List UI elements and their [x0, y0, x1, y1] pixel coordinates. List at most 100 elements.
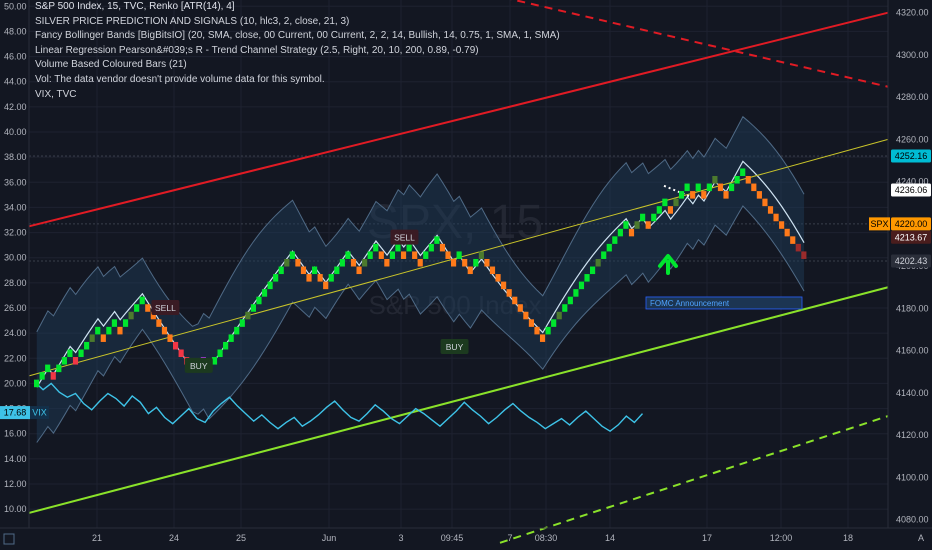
- signal-sell-label: SELL: [151, 300, 180, 315]
- x-tick-label: 09:45: [441, 533, 464, 543]
- legend-line[interactable]: Volume Based Coloured Bars (21): [35, 59, 187, 71]
- left-tick-label: 20.00: [4, 378, 27, 388]
- legend-line[interactable]: Linear Regression Pearson&#039;s R - Tre…: [35, 44, 479, 56]
- renko-brick: [501, 281, 507, 290]
- signal-text: BUY: [190, 361, 208, 371]
- renko-brick: [406, 243, 412, 252]
- left-tick-label: 50.00: [4, 1, 27, 11]
- renko-brick: [684, 183, 690, 192]
- renko-brick: [534, 326, 540, 335]
- right-tick-label: 4120.00: [896, 430, 929, 440]
- legend-line[interactable]: SILVER PRICE PREDICTION AND SIGNALS (10,…: [35, 15, 350, 27]
- symbol-tag-bg: [869, 217, 890, 231]
- x-tick-label: 08:30: [535, 533, 558, 543]
- renko-brick: [45, 364, 51, 373]
- vix-line: [34, 381, 644, 433]
- renko-brick: [156, 319, 162, 327]
- renko-brick: [289, 251, 295, 259]
- symbol-tag: 17.68: [0, 406, 30, 420]
- renko-brick: [651, 213, 657, 222]
- price-tag-text: 4236.06: [895, 185, 928, 195]
- renko-brick: [250, 304, 256, 312]
- renko-brick: [95, 326, 101, 335]
- signal-buy-label: BUY: [440, 338, 469, 354]
- renko-brick: [562, 304, 568, 312]
- price-tag-bg: [891, 254, 931, 268]
- right-tick-label: 4160.00: [896, 346, 929, 356]
- signal-box: [151, 300, 180, 315]
- left-tick-label: 24.00: [4, 328, 27, 338]
- renko-brick: [445, 251, 451, 259]
- renko-brick: [439, 243, 446, 252]
- legend-line[interactable]: Vol: The data vendor doesn't provide vol…: [35, 73, 325, 85]
- signal-box: [184, 357, 213, 373]
- signal-text: BUY: [446, 342, 464, 352]
- symbol-tag-text: VIX: [32, 408, 47, 418]
- renko-brick: [167, 334, 173, 342]
- renko-brick: [601, 251, 607, 259]
- bollinger-bands: [36, 115, 805, 443]
- renko-brick: [134, 304, 140, 312]
- renko-brick: [122, 319, 129, 327]
- price-tag-bg: [891, 149, 931, 163]
- renko-brick: [712, 176, 718, 184]
- renko-brick: [84, 341, 90, 350]
- x-tick-label: 24: [169, 533, 179, 543]
- renko-brick: [745, 176, 751, 184]
- renko-brick: [790, 236, 796, 244]
- renko-brick: [384, 258, 390, 267]
- renko-brick: [256, 296, 262, 305]
- renko-brick: [339, 258, 345, 267]
- renko-brick: [729, 183, 735, 192]
- renko-brick: [645, 221, 651, 229]
- renko-brick: [61, 357, 67, 365]
- left-tick-label: 46.00: [4, 52, 27, 62]
- price-tag-text: 4220.00: [895, 219, 928, 229]
- renko-brick: [306, 274, 312, 282]
- renko-brick: [89, 334, 95, 342]
- renko-brick: [223, 341, 229, 350]
- renko-brick: [234, 326, 240, 335]
- legend-line[interactable]: Fancy Bollinger Bands [BigBitsIO] (20, S…: [35, 30, 560, 42]
- left-tick-label: 32.00: [4, 228, 27, 238]
- right-tick-label: 4300.00: [896, 50, 929, 60]
- renko-brick: [278, 266, 284, 275]
- renko-brick: [595, 258, 601, 267]
- legend-title[interactable]: S&P 500 Index, 15, TVC, Renko [ATR(14), …: [35, 1, 235, 12]
- left-tick-label: 12.00: [4, 479, 27, 489]
- renko-brick: [417, 258, 423, 267]
- renko-brick: [623, 221, 629, 229]
- signal-labels: SELL BUY SELL BUY: [151, 229, 469, 373]
- price-tag: 4220.00: [891, 217, 931, 231]
- price-tag-bg: [891, 230, 931, 244]
- right-tick-label: 4320.00: [896, 8, 929, 18]
- symbol-tag-text: SPX: [870, 219, 888, 229]
- left-tick-label: 36.00: [4, 177, 27, 187]
- renko-brick: [467, 266, 473, 275]
- band-lower: [36, 205, 805, 443]
- left-tick-label: 42.00: [4, 102, 27, 112]
- renko-brick: [239, 319, 245, 327]
- renko-brick: [111, 319, 117, 327]
- fomc-annotation: FOMC Announcement: [645, 254, 803, 310]
- renko-brick: [312, 266, 318, 275]
- legend-line[interactable]: VIX, TVC: [35, 88, 77, 100]
- renko-brick: [495, 274, 501, 282]
- renko-brick: [261, 289, 268, 297]
- symbol-tag: VIX: [30, 406, 49, 420]
- renko-brick: [773, 213, 779, 222]
- renko-brick: [473, 258, 479, 267]
- renko-brick: [573, 289, 579, 297]
- price-tag: 4252.16: [891, 149, 931, 163]
- renko-brick: [545, 326, 551, 335]
- symbol-tag-text: 17.68: [4, 408, 27, 418]
- right-tick-label: 4260.00: [896, 134, 929, 144]
- auto-scale-icon: A: [918, 533, 924, 543]
- renko-brick: [317, 274, 323, 282]
- left-tick-label: 34.00: [4, 202, 27, 212]
- renko-brick: [451, 258, 457, 267]
- price-tags: 4252.16 4236.06 4220.00 4213.67 4202.43 SPX 17…: [0, 149, 931, 420]
- renko-brick: [284, 258, 290, 267]
